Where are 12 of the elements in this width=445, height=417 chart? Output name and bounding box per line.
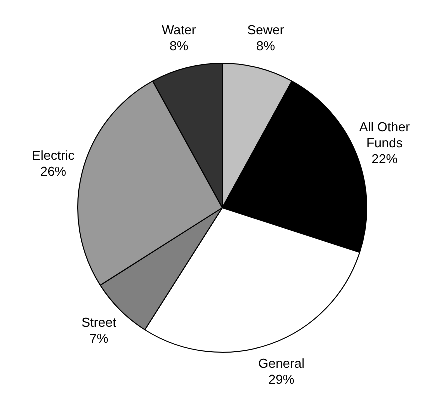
slice-label: Street — [82, 314, 117, 330]
data-label: 8% — [170, 38, 189, 54]
data-label: 8% — [256, 38, 276, 54]
data-label: 22% — [372, 151, 398, 166]
data-label: 7% — [90, 330, 109, 346]
data-label: 26% — [40, 164, 67, 180]
slice-label: Electric — [32, 148, 76, 164]
slice-label: Water — [162, 22, 197, 38]
data-label: 29% — [268, 372, 296, 387]
slice-label: All Other Funds — [359, 119, 411, 150]
slice-label: Sewer — [247, 22, 285, 38]
slice-label: General — [258, 356, 305, 371]
